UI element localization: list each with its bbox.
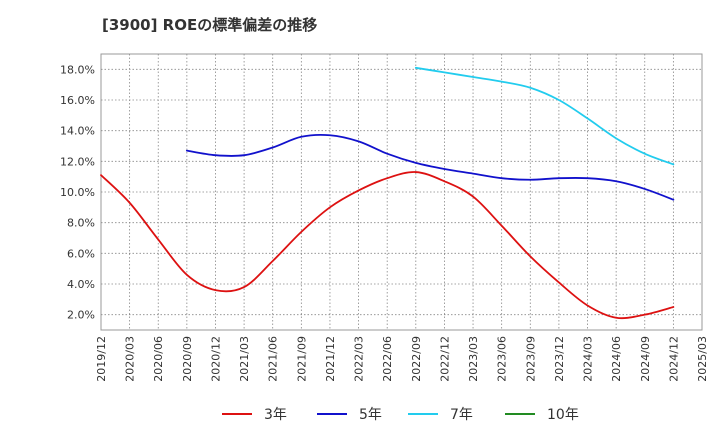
x-tick-label: 2022/12 bbox=[438, 336, 451, 382]
y-tick-label: 12.0% bbox=[60, 155, 95, 168]
y-tick-label: 8.0% bbox=[67, 217, 95, 230]
x-tick-label: 2025/03 bbox=[696, 336, 709, 382]
series-line-3 bbox=[414, 66, 675, 166]
legend-label: 10年 bbox=[547, 407, 579, 423]
x-tick-label: 2022/06 bbox=[381, 336, 394, 382]
y-tick-label: 6.0% bbox=[67, 247, 95, 260]
x-tick-label: 2019/12 bbox=[95, 336, 108, 382]
y-tick-label: 2.0% bbox=[67, 309, 95, 322]
y-tick-label: 16.0% bbox=[60, 94, 95, 107]
series-group bbox=[100, 66, 675, 320]
chart-title: [3900] ROEの標準偏差の推移 bbox=[102, 16, 318, 34]
y-tick-label: 14.0% bbox=[60, 125, 95, 138]
legend-label: 5年 bbox=[359, 407, 382, 423]
x-tick-label: 2021/09 bbox=[295, 336, 308, 382]
legend-label: 3年 bbox=[264, 407, 287, 423]
series-line-1 bbox=[100, 171, 675, 320]
x-axis: 2019/12 2020/03 2020/06 2020/09 2020/12 2021/… bbox=[95, 336, 709, 382]
y-tick-label: 18.0% bbox=[60, 63, 95, 76]
x-tick-label: 2020/12 bbox=[209, 336, 222, 382]
x-tick-label: 2021/12 bbox=[324, 336, 337, 382]
x-tick-label: 2020/03 bbox=[124, 336, 137, 382]
y-axis: 2.0% 4.0% 6.0% 8.0% 10.0% 12.0% 14.0% 16.0% 18.0… bbox=[60, 63, 95, 321]
x-tick-label: 2023/09 bbox=[524, 336, 537, 382]
x-tick-label: 2020/09 bbox=[181, 336, 194, 382]
y-tick-label: 10.0% bbox=[60, 186, 95, 199]
grid-lines bbox=[101, 54, 702, 330]
legend-label: 7年 bbox=[450, 407, 473, 423]
x-tick-label: 2023/06 bbox=[496, 336, 509, 382]
x-tick-label: 2024/03 bbox=[582, 336, 595, 382]
x-tick-label: 2023/12 bbox=[553, 336, 566, 382]
x-tick-label: 2024/09 bbox=[639, 336, 652, 382]
x-tick-label: 2024/06 bbox=[610, 336, 623, 382]
legend: 3年 5年 7年 10年 bbox=[222, 407, 579, 423]
x-tick-label: 2022/09 bbox=[410, 336, 423, 382]
plot-area bbox=[100, 53, 703, 331]
y-tick-label: 4.0% bbox=[67, 278, 95, 291]
x-tick-label: 2022/03 bbox=[353, 336, 366, 382]
x-tick-label: 2021/03 bbox=[238, 336, 251, 382]
x-tick-label: 2020/06 bbox=[152, 336, 165, 382]
series-line-2 bbox=[185, 133, 675, 201]
x-tick-label: 2021/06 bbox=[267, 336, 280, 382]
x-tick-label: 2024/12 bbox=[667, 336, 680, 382]
x-tick-label: 2023/03 bbox=[467, 336, 480, 382]
